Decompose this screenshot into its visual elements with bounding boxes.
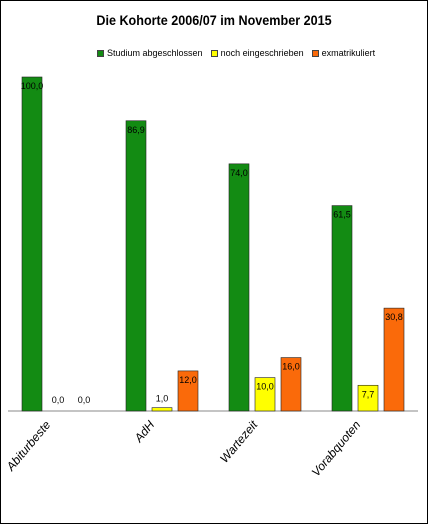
data-label: 1,0: [156, 394, 169, 404]
category-label: AdH: [131, 418, 158, 446]
bar: [228, 163, 250, 412]
data-label: 0,0: [78, 395, 91, 405]
category-label: Abiturbeste: [3, 418, 54, 475]
legend-label: Studium abgeschlossen: [107, 48, 203, 58]
legend-entry: noch eingeschrieben: [210, 48, 304, 58]
legend-swatch: [210, 49, 218, 57]
legend-label: noch eingeschrieben: [220, 48, 304, 58]
data-label: 10,0: [256, 382, 274, 392]
bar: [21, 76, 43, 412]
bar: [383, 307, 405, 412]
data-label: 7,7: [362, 389, 375, 399]
data-label: 100,0: [21, 81, 44, 91]
legend-entry: exmatrikuliert: [311, 48, 376, 58]
category-label: Vorabquoten: [309, 418, 364, 480]
bar: [357, 384, 379, 412]
bar: [151, 407, 173, 412]
data-label: 0,0: [52, 395, 65, 405]
data-label: 16,0: [282, 362, 300, 372]
data-label: 86,9: [127, 125, 145, 135]
data-label: 61,5: [333, 210, 351, 220]
data-label: 74,0: [230, 168, 248, 178]
legend-label: exmatrikuliert: [321, 48, 376, 58]
data-label: 30,8: [385, 312, 403, 322]
legend-swatch: [97, 49, 104, 57]
legend-swatch: [311, 49, 319, 57]
chart-legend: Studium abgeschlossen noch eingeschrieben…: [97, 46, 383, 60]
legend-entry: Studium abgeschlossen: [97, 48, 203, 58]
data-label: 12,0: [179, 375, 197, 385]
category-label: Wartezeit: [217, 417, 261, 465]
bar: [280, 357, 302, 412]
bar: [254, 377, 276, 412]
bar: [331, 205, 353, 412]
chart-title: Die Kohorte 2006/07 im November 2015: [96, 12, 332, 28]
bar: [177, 370, 199, 412]
bar: [125, 120, 147, 412]
